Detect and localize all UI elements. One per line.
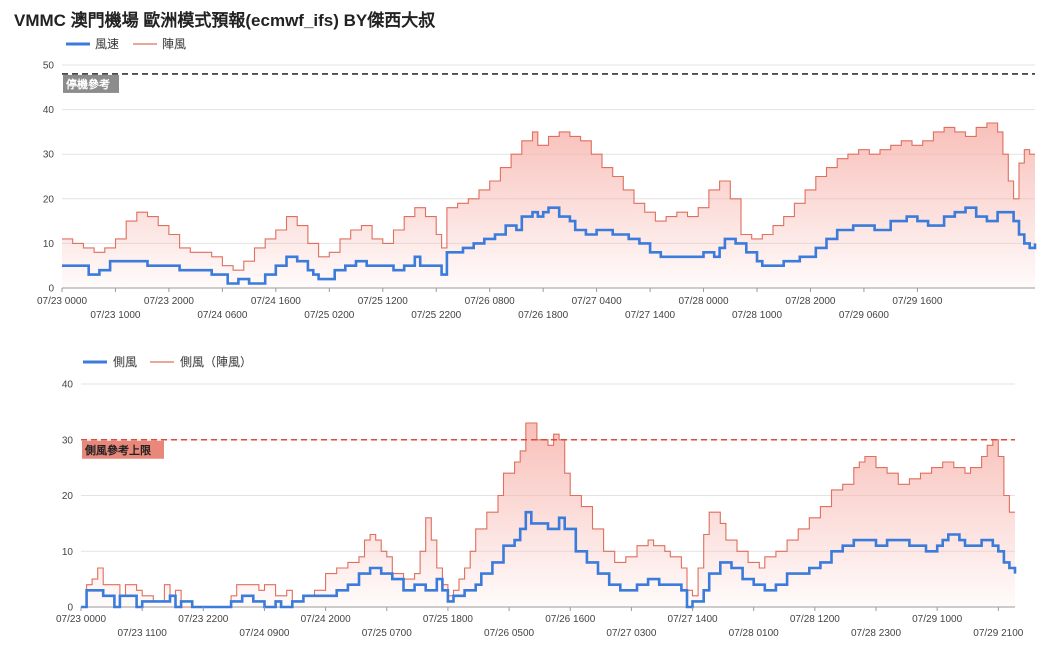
series-line-0 [81,510,1017,609]
x-tick-label: 07/28 1200 [790,614,840,625]
legend-label-crosswind-gust[interactable]: 側風（陣風） [180,355,252,369]
chart2-legend: 側風 側風（陣風） [83,355,252,369]
reference-label: 側風參考上限 [84,443,151,457]
y-tick-label: 20 [62,491,74,502]
x-tick-label: 07/23 2200 [178,614,228,625]
x-tick-label: 07/28 2300 [851,628,901,639]
y-tick-label: 30 [62,435,74,446]
x-tick-label: 07/26 1600 [545,614,595,625]
x-tick-label: 07/23 2000 [144,296,194,307]
x-tick-label: 07/29 0600 [839,310,889,321]
x-tick-label: 07/28 0000 [679,296,729,307]
x-tick-label: 07/25 0700 [362,628,412,639]
x-tick-label: 07/24 1600 [251,296,301,307]
reference-label-box [82,440,164,459]
x-tick-label: 07/24 0600 [197,310,247,321]
x-tick-label: 07/23 1000 [90,310,140,321]
x-tick-label: 07/28 1000 [732,310,782,321]
x-tick-label: 07/25 0200 [304,310,354,321]
x-tick-label: 07/27 0300 [606,628,656,639]
chart2-series-lines [81,422,1017,609]
reference-label: 停機參考 [66,77,110,91]
reference-label-box [63,74,119,93]
x-tick-label: 07/28 0100 [729,628,779,639]
series-line-1 [81,422,1015,608]
series-area-1 [81,423,1015,607]
x-tick-label: 07/24 2000 [301,614,351,625]
x-tick-label: 07/29 1600 [892,296,942,307]
x-tick-label: 07/23 0000 [56,614,106,625]
y-tick-label: 10 [43,239,55,250]
x-tick-label: 07/25 1200 [358,296,408,307]
x-tick-label: 07/27 1400 [625,310,675,321]
y-tick-label: 40 [62,380,74,391]
chart2-reference-line: 側風參考上限 [81,438,1015,459]
chart2-y-ticks: 0 10 20 30 40 [62,380,74,614]
series-line-0 [62,206,1037,285]
chart1-series-lines [62,122,1037,285]
y-tick-label: 0 [48,284,54,295]
chart2-x-ticks: 07/23 0000 07/23 1100 07/23 2200 07/24 0900… [56,607,1024,639]
x-tick-label: 07/26 1800 [518,310,568,321]
series-line-1 [62,122,1035,271]
x-tick-label: 07/27 0400 [572,296,622,307]
y-tick-label: 20 [43,194,55,205]
chart1-legend: 風速 陣風 [66,37,186,51]
x-tick-label: 07/29 1000 [912,614,962,625]
x-tick-label: 07/24 0900 [239,628,289,639]
x-tick-label: 07/23 1100 [117,628,167,639]
legend-label-gust[interactable]: 陣風 [162,37,186,51]
legend-label-wind-speed[interactable]: 風速 [95,37,119,51]
chart2-gust-area [81,423,1015,607]
x-tick-label: 07/28 2000 [785,296,835,307]
page-title: VMMC 澳門機場 歐洲模式預報(ecmwf_ifs) BY傑西大叔 [14,11,436,30]
y-tick-label: 50 [43,61,55,72]
x-tick-label: 07/25 1800 [423,614,473,625]
x-tick-label: 07/23 0000 [37,296,87,307]
chart1-gust-area [62,123,1035,288]
y-tick-label: 10 [62,547,74,558]
chart1-y-ticks: 0 10 20 30 40 50 [43,61,55,295]
x-tick-label: 07/29 2100 [973,628,1023,639]
x-tick-label: 07/27 1400 [668,614,718,625]
y-tick-label: 30 [43,150,55,161]
x-tick-label: 07/25 2200 [411,310,461,321]
chart1-reference-line: 停機參考 [62,73,1035,93]
x-tick-label: 07/26 0800 [465,296,515,307]
series-area-1 [62,123,1035,288]
y-tick-label: 0 [67,603,73,614]
legend-label-crosswind[interactable]: 側風 [113,355,137,369]
y-tick-label: 40 [43,105,55,116]
x-tick-label: 07/26 0500 [484,628,534,639]
